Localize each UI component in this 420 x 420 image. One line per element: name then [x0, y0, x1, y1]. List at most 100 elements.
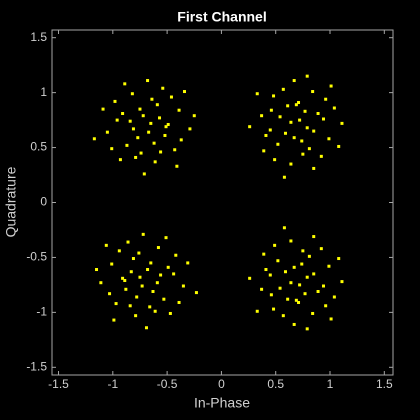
point	[307, 147, 311, 151]
y-tick-label: -1.5	[26, 359, 47, 373]
point	[269, 293, 273, 297]
point	[282, 175, 286, 179]
point	[104, 243, 108, 247]
point	[166, 122, 170, 126]
point	[140, 284, 144, 288]
point	[298, 118, 302, 122]
point	[327, 264, 331, 268]
point	[128, 304, 132, 308]
point	[264, 133, 268, 137]
point	[312, 129, 316, 133]
point	[152, 141, 156, 145]
x-axis-label: In-Phase	[194, 395, 250, 411]
x-tick-label: -1	[107, 377, 118, 391]
point	[177, 108, 181, 112]
point	[194, 291, 198, 295]
point	[303, 292, 307, 296]
point	[303, 109, 307, 113]
x-tick-label: 1.5	[376, 377, 393, 391]
point	[262, 149, 266, 153]
point	[316, 289, 320, 293]
point	[174, 253, 178, 257]
point	[123, 82, 127, 86]
point	[141, 114, 145, 118]
point	[136, 136, 140, 140]
point	[130, 92, 134, 96]
point	[324, 304, 328, 308]
point	[278, 115, 282, 119]
point	[264, 268, 268, 272]
point	[99, 281, 103, 285]
chart-title: First Channel	[177, 9, 266, 25]
point	[316, 112, 320, 116]
point	[95, 268, 99, 272]
point	[248, 125, 252, 129]
point	[337, 257, 341, 261]
point	[297, 300, 301, 304]
point	[134, 314, 138, 318]
point	[118, 158, 122, 162]
point	[153, 309, 157, 313]
point	[186, 261, 190, 265]
x-tick-label: 0.5	[267, 377, 284, 391]
point	[312, 235, 316, 239]
point	[321, 117, 325, 121]
point	[289, 162, 293, 166]
point	[166, 265, 170, 269]
point	[276, 259, 280, 263]
point	[134, 155, 138, 159]
point	[114, 302, 118, 306]
point	[128, 119, 132, 123]
x-tick-label: 1	[327, 377, 334, 391]
point	[164, 236, 168, 240]
point	[292, 136, 296, 140]
point	[161, 86, 165, 90]
point	[155, 281, 159, 285]
point	[124, 287, 128, 291]
point	[138, 107, 142, 111]
point	[92, 137, 96, 141]
point	[164, 125, 168, 129]
point	[149, 261, 153, 265]
point	[110, 262, 114, 266]
point	[332, 106, 336, 110]
point	[188, 127, 192, 131]
point	[301, 152, 305, 156]
point	[149, 121, 153, 125]
point	[139, 151, 143, 155]
point	[300, 262, 304, 266]
point	[337, 144, 341, 148]
point	[297, 101, 301, 105]
point	[305, 74, 309, 78]
point	[177, 300, 181, 304]
point	[329, 84, 333, 88]
point	[294, 103, 298, 107]
point	[121, 276, 125, 280]
point	[255, 309, 259, 313]
point	[110, 147, 114, 151]
point	[292, 265, 296, 269]
point	[147, 130, 151, 134]
point	[121, 112, 125, 116]
point	[146, 79, 150, 83]
point	[181, 284, 185, 288]
point	[156, 246, 160, 250]
point	[329, 317, 333, 321]
point	[305, 126, 309, 130]
point	[289, 120, 293, 124]
point	[141, 232, 145, 236]
point	[278, 286, 282, 290]
point	[192, 114, 196, 118]
point	[286, 297, 290, 301]
point	[248, 276, 252, 280]
point	[131, 127, 135, 131]
point	[144, 326, 148, 330]
point	[324, 97, 328, 101]
point	[101, 107, 105, 111]
point	[159, 150, 163, 154]
point	[172, 272, 176, 276]
point	[272, 307, 276, 311]
point	[169, 95, 173, 99]
y-tick-label: -1	[36, 305, 47, 319]
